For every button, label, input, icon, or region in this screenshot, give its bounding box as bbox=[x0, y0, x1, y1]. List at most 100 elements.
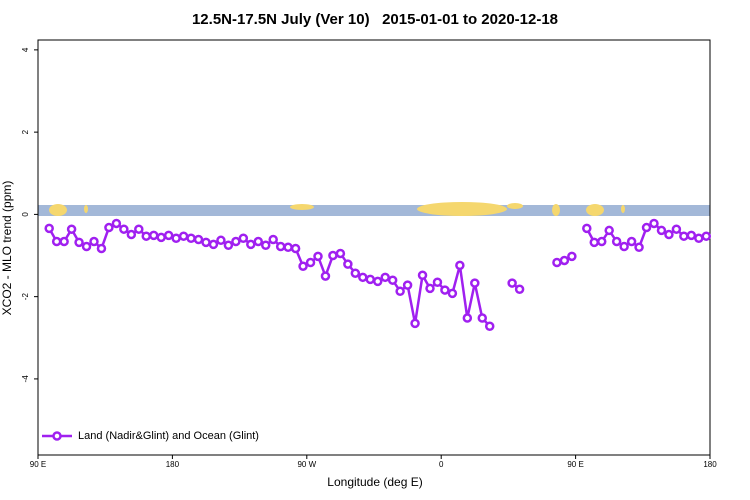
point bbox=[104, 222, 114, 233]
plot-frame bbox=[37, 39, 711, 456]
point bbox=[634, 242, 644, 253]
point bbox=[298, 261, 308, 271]
x-tick-label: 0 bbox=[439, 460, 444, 469]
point bbox=[231, 236, 241, 247]
point bbox=[671, 224, 682, 234]
point bbox=[477, 313, 488, 323]
point bbox=[440, 285, 450, 295]
point bbox=[649, 218, 659, 229]
point bbox=[186, 233, 196, 243]
chart-title: 12.5N-17.5N July (Ver 10) 2015-01-01 to … bbox=[192, 11, 558, 28]
point bbox=[44, 223, 54, 234]
point bbox=[253, 236, 264, 247]
point bbox=[201, 237, 211, 248]
point bbox=[216, 235, 226, 246]
point bbox=[372, 276, 383, 287]
point bbox=[582, 223, 592, 234]
legend-label: Land (Nadir&Glint) and Ocean (Glint) bbox=[78, 430, 259, 442]
x-tick-label: 180 bbox=[166, 460, 180, 469]
point bbox=[425, 283, 435, 294]
point bbox=[619, 241, 629, 252]
y-tick-label: 2 bbox=[21, 129, 30, 134]
x-tick-label: 90 E bbox=[30, 460, 46, 469]
point bbox=[66, 224, 77, 234]
point bbox=[171, 233, 181, 243]
point bbox=[611, 236, 622, 247]
point bbox=[552, 257, 562, 268]
point bbox=[59, 236, 69, 247]
point bbox=[358, 272, 368, 283]
point bbox=[51, 236, 62, 247]
map-strip bbox=[38, 202, 710, 216]
point bbox=[238, 233, 249, 243]
point bbox=[455, 260, 465, 271]
y-axis-label: XCO2 - MLO trend (ppm) bbox=[0, 181, 14, 316]
point bbox=[641, 222, 652, 233]
point bbox=[320, 271, 331, 281]
point bbox=[246, 239, 256, 250]
point bbox=[462, 313, 473, 323]
point bbox=[163, 230, 174, 241]
point bbox=[268, 234, 278, 245]
point bbox=[350, 268, 361, 278]
point bbox=[156, 232, 166, 243]
x-tick-label: 90 W bbox=[297, 460, 316, 469]
point bbox=[343, 259, 353, 269]
point bbox=[275, 241, 286, 252]
x-tick-label: 90 E bbox=[567, 460, 583, 469]
point bbox=[656, 225, 667, 236]
point bbox=[141, 231, 152, 241]
point bbox=[514, 284, 525, 294]
point bbox=[313, 251, 323, 262]
point bbox=[365, 274, 376, 285]
point bbox=[701, 231, 712, 241]
point bbox=[290, 243, 301, 254]
point bbox=[387, 275, 398, 285]
point bbox=[223, 240, 234, 250]
point bbox=[470, 278, 480, 288]
point bbox=[626, 236, 637, 247]
point bbox=[208, 239, 219, 250]
point bbox=[694, 233, 704, 243]
point bbox=[193, 234, 204, 245]
y-tick-label: -2 bbox=[21, 293, 30, 301]
point bbox=[664, 229, 674, 240]
y-tick-label: -4 bbox=[21, 375, 30, 383]
point bbox=[89, 236, 99, 247]
x-axis-label: Longitude (deg E) bbox=[327, 475, 422, 489]
point bbox=[74, 237, 84, 248]
point bbox=[178, 231, 189, 241]
point bbox=[604, 225, 614, 236]
point bbox=[119, 224, 129, 234]
point bbox=[134, 224, 144, 234]
point bbox=[447, 288, 458, 299]
point bbox=[111, 218, 122, 229]
point bbox=[559, 255, 570, 266]
point bbox=[260, 240, 271, 250]
point bbox=[148, 230, 159, 241]
point bbox=[380, 272, 390, 283]
point bbox=[410, 318, 420, 329]
point bbox=[395, 286, 405, 297]
point bbox=[126, 229, 137, 240]
y-tick-label: 0 bbox=[21, 212, 30, 217]
point bbox=[507, 278, 517, 288]
point bbox=[417, 270, 428, 281]
point bbox=[402, 280, 413, 290]
point bbox=[328, 250, 338, 261]
point bbox=[283, 242, 293, 253]
point bbox=[432, 277, 443, 288]
point bbox=[335, 248, 346, 259]
x-tick-label: 180 bbox=[703, 460, 717, 469]
point bbox=[589, 237, 600, 248]
point bbox=[686, 230, 697, 241]
point bbox=[96, 243, 107, 254]
y-tick-label: 4 bbox=[21, 47, 30, 52]
point bbox=[679, 231, 689, 241]
point bbox=[305, 257, 316, 268]
point bbox=[567, 251, 577, 262]
point bbox=[484, 321, 495, 332]
legend-marker bbox=[52, 431, 62, 441]
point bbox=[81, 241, 92, 252]
